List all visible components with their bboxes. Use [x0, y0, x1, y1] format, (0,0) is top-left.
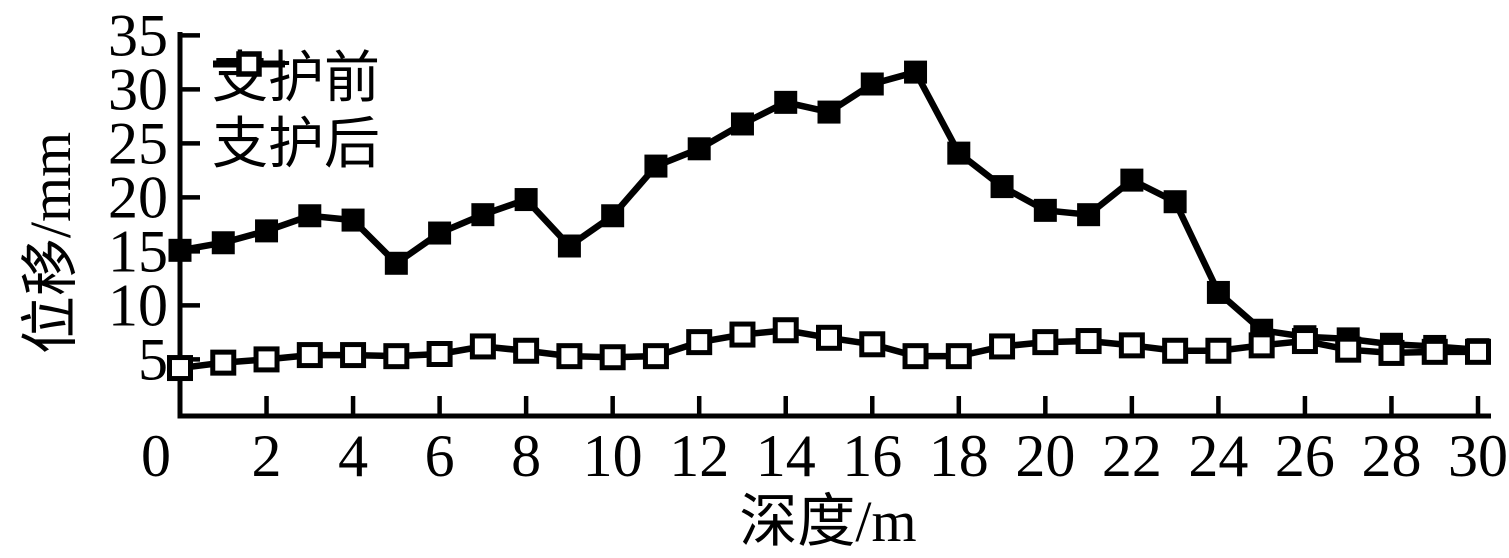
legend-label-after-support: 支护后 [212, 114, 380, 176]
data-point-after-support[interactable] [1032, 329, 1059, 356]
y-tick-label: 35 [108, 2, 168, 68]
data-point-after-support[interactable] [556, 343, 583, 370]
data-point-before-support[interactable] [384, 251, 408, 275]
data-point-after-support[interactable] [469, 333, 496, 360]
chart-legend: 支护前 支护后 [212, 46, 380, 178]
data-point-after-support[interactable] [1118, 332, 1145, 359]
y-tick-label: 15 [108, 218, 168, 284]
data-point-before-support[interactable] [428, 221, 452, 245]
data-point-after-support[interactable] [426, 341, 453, 367]
data-point-before-support[interactable] [298, 204, 322, 228]
data-point-after-support[interactable] [210, 349, 237, 376]
x-tick-label: 8 [511, 423, 541, 489]
data-point-after-support[interactable] [296, 342, 323, 369]
data-point-after-support[interactable] [1205, 337, 1232, 364]
data-point-before-support[interactable] [514, 188, 538, 212]
data-point-after-support[interactable] [599, 344, 626, 371]
data-point-after-support[interactable] [167, 355, 193, 382]
x-tick-label: 18 [929, 423, 989, 489]
y-tick-label: 20 [108, 164, 168, 230]
data-point-before-support[interactable] [644, 154, 668, 178]
data-point-after-support[interactable] [686, 329, 713, 356]
data-point-after-support[interactable] [772, 317, 799, 344]
data-point-before-support[interactable] [774, 90, 798, 114]
data-point-after-support[interactable] [902, 343, 929, 370]
x-tick-label: 12 [669, 423, 729, 489]
data-point-after-support[interactable] [816, 324, 842, 351]
x-tick-label: 10 [583, 423, 643, 489]
data-point-after-support[interactable] [1421, 338, 1448, 365]
x-tick-label: 2 [252, 423, 282, 489]
y-axis-title: 位移/mm [18, 131, 83, 355]
data-point-before-support[interactable] [730, 112, 754, 136]
data-point-after-support[interactable] [1335, 336, 1362, 363]
x-axis-title: 深度/m [739, 489, 917, 554]
data-point-before-support[interactable] [1120, 168, 1144, 192]
data-point-before-support[interactable] [687, 137, 711, 161]
data-point-after-support[interactable] [253, 346, 280, 373]
data-point-before-support[interactable] [211, 231, 235, 255]
y-tick-label: 10 [108, 272, 168, 338]
data-point-after-support[interactable] [729, 321, 756, 348]
data-point-after-support[interactable] [859, 331, 886, 358]
data-point-after-support[interactable] [383, 343, 410, 370]
x-tick-label: 24 [1188, 423, 1248, 489]
x-tick-label: 26 [1275, 423, 1335, 489]
data-point-before-support[interactable] [1077, 203, 1101, 227]
data-point-before-support[interactable] [1206, 280, 1230, 304]
data-point-before-support[interactable] [557, 234, 581, 258]
data-point-before-support[interactable] [1163, 190, 1187, 214]
data-point-after-support[interactable] [1162, 337, 1189, 364]
data-point-before-support[interactable] [947, 141, 971, 165]
data-point-before-support[interactable] [990, 175, 1014, 199]
x-tick-label: 0 [141, 423, 171, 489]
data-point-before-support[interactable] [601, 204, 625, 228]
x-tick-label: 20 [1015, 423, 1075, 489]
data-point-before-support[interactable] [471, 203, 495, 227]
data-point-after-support[interactable] [989, 333, 1016, 360]
data-point-before-support[interactable] [904, 60, 928, 84]
data-point-before-support[interactable] [817, 100, 841, 124]
data-point-after-support[interactable] [513, 337, 540, 364]
x-tick-label: 6 [425, 423, 455, 489]
hollow-square-marker-icon [213, 51, 285, 77]
data-point-after-support[interactable] [1291, 328, 1318, 355]
x-tick-label: 4 [338, 423, 368, 489]
y-tick-label: 30 [108, 56, 168, 122]
data-point-before-support[interactable] [1033, 198, 1057, 222]
data-point-after-support[interactable] [1075, 328, 1102, 355]
x-tick-label: 30 [1448, 423, 1508, 489]
data-point-after-support[interactable] [1248, 332, 1275, 359]
y-tick-label: 25 [108, 110, 168, 176]
data-point-after-support[interactable] [642, 343, 669, 370]
data-point-before-support[interactable] [341, 208, 365, 232]
x-tick-label: 22 [1102, 423, 1162, 489]
y-tick-label: 5 [138, 326, 168, 392]
data-point-before-support[interactable] [860, 72, 884, 96]
data-point-before-support[interactable] [168, 238, 192, 262]
data-point-after-support[interactable] [1378, 339, 1405, 366]
x-tick-label: 28 [1361, 423, 1421, 489]
legend-item-after-support[interactable]: 支护后 [212, 51, 380, 178]
x-tick-label: 16 [842, 423, 902, 489]
data-point-after-support[interactable] [340, 342, 367, 369]
data-point-after-support[interactable] [1465, 338, 1491, 365]
data-point-after-support[interactable] [945, 343, 972, 370]
data-point-before-support[interactable] [255, 219, 279, 243]
x-tick-label: 14 [756, 423, 816, 489]
